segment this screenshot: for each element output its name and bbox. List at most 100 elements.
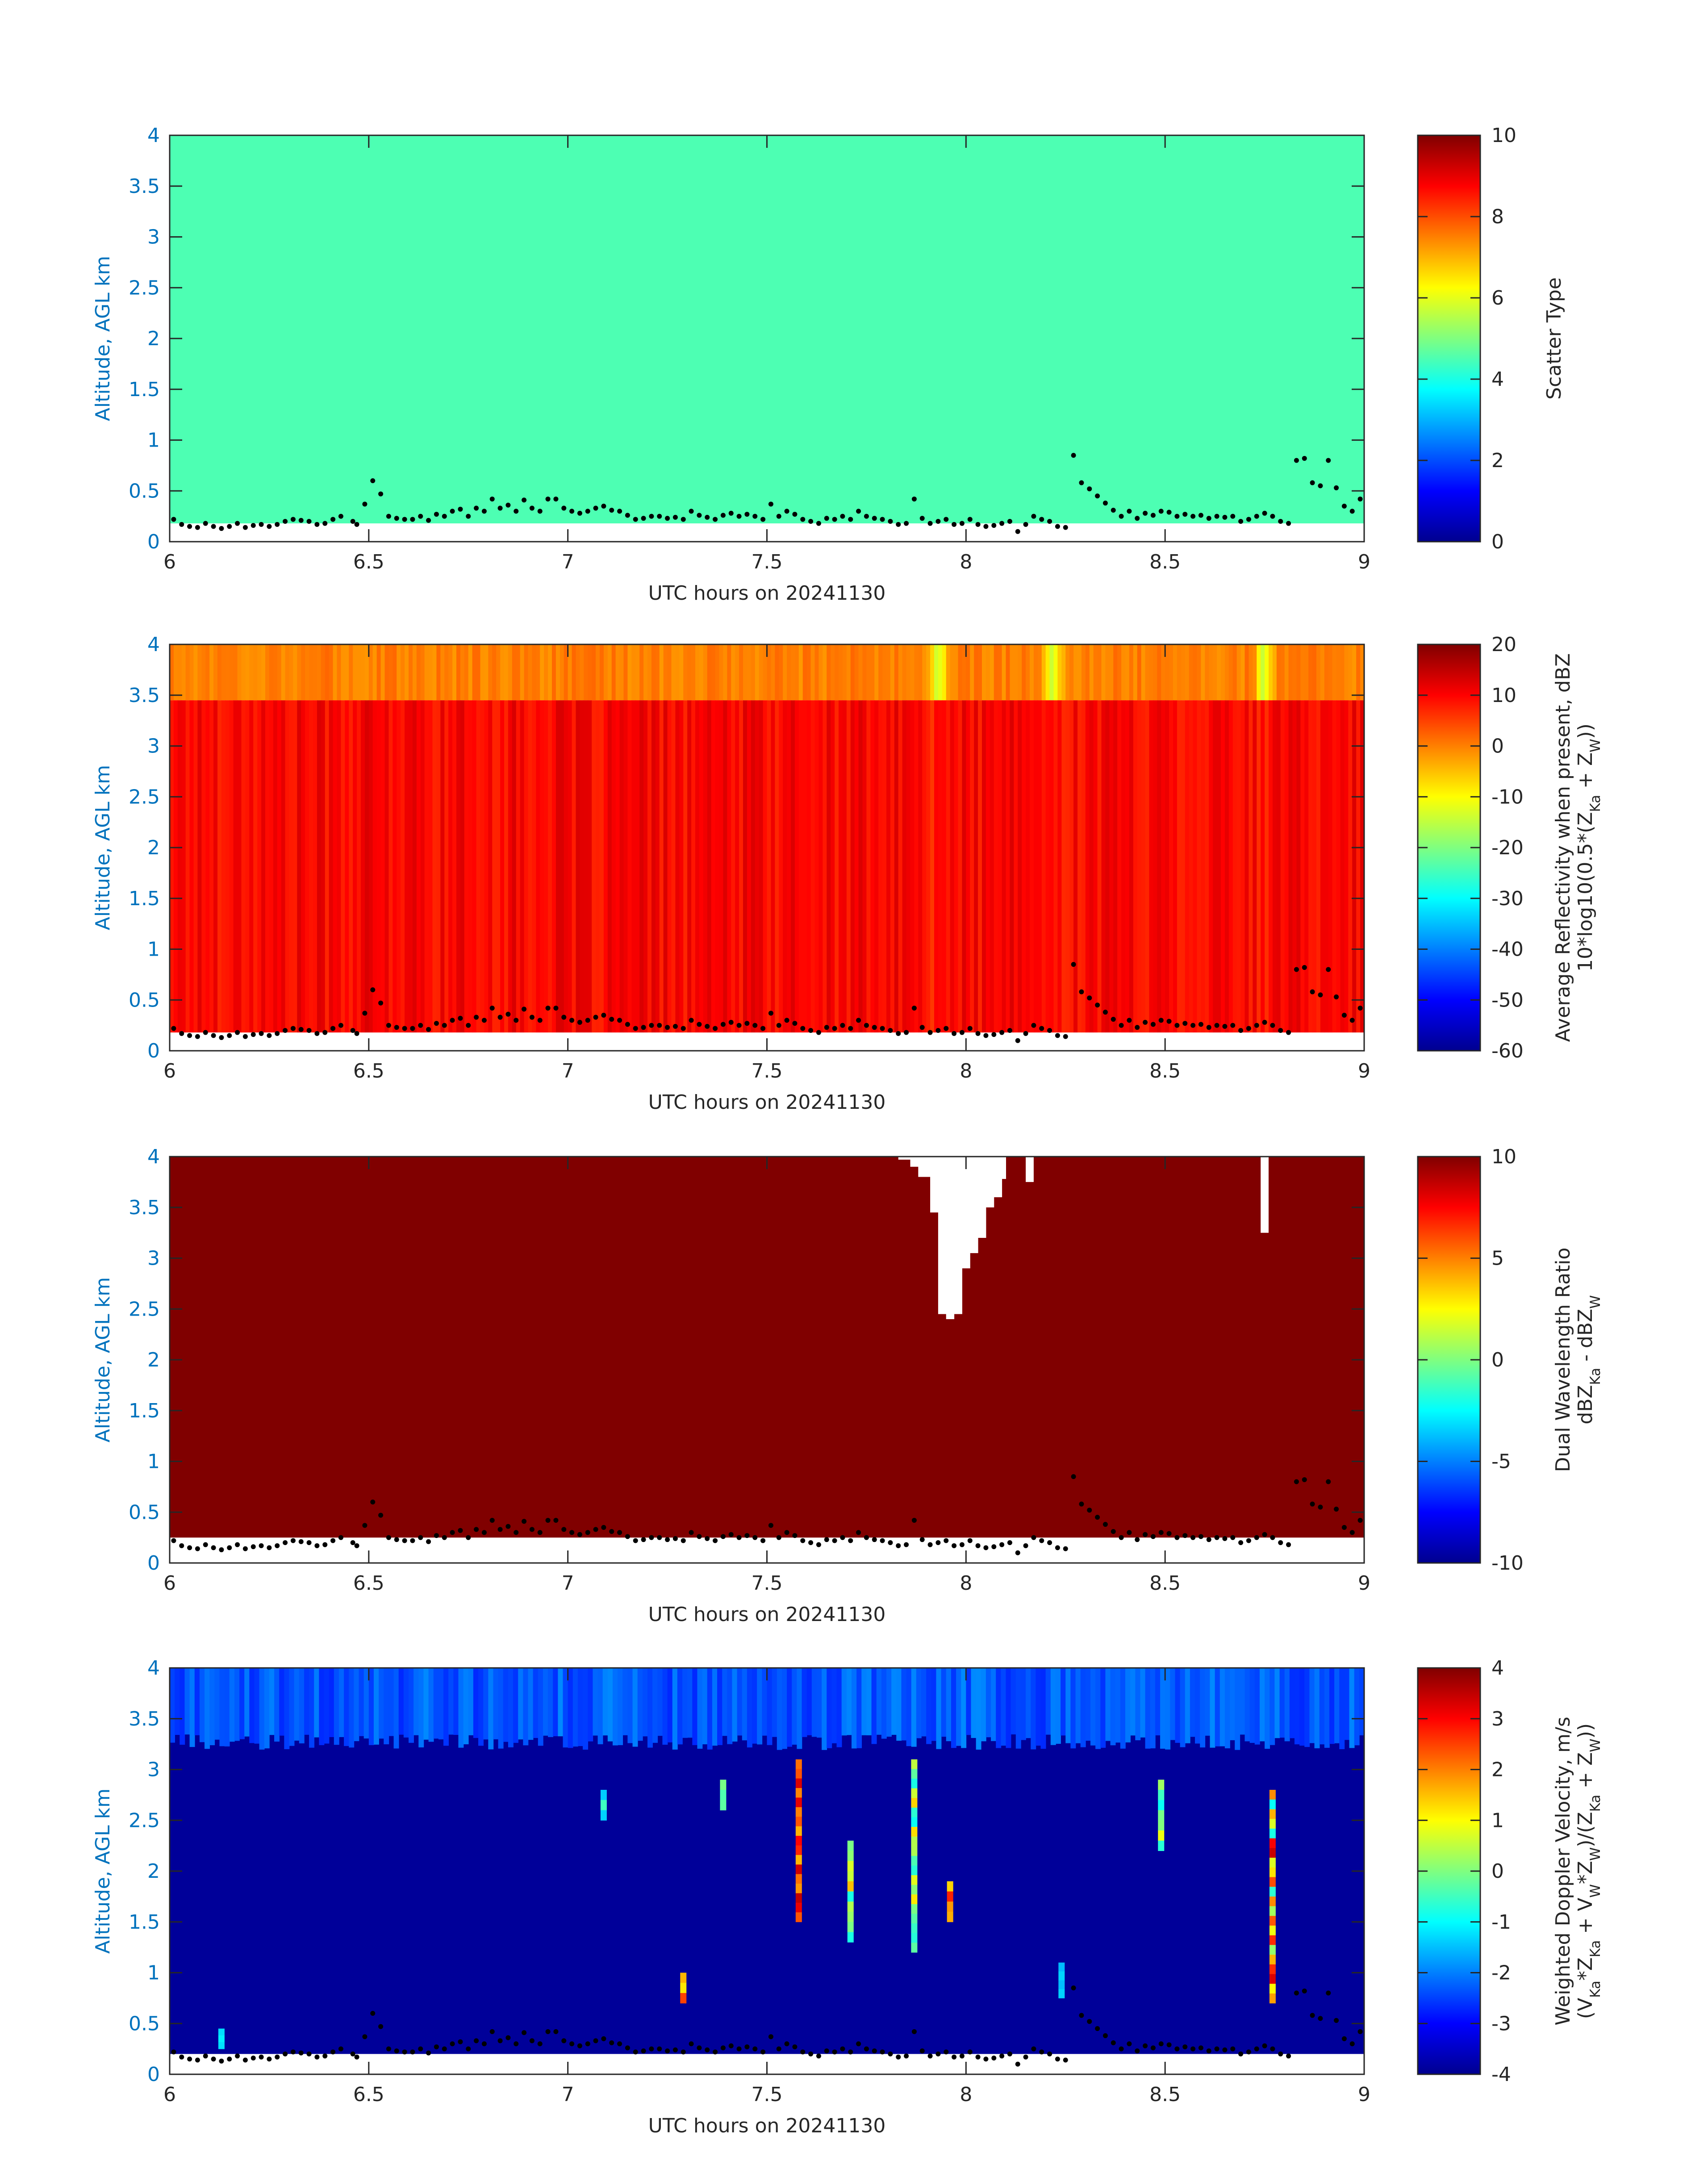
reflectivity-column-top bbox=[1292, 644, 1297, 701]
velocity-upper-column bbox=[1011, 1668, 1016, 1734]
cloud-base-marker bbox=[1214, 1023, 1219, 1028]
cloud-base-marker bbox=[776, 2046, 781, 2052]
reflectivity-column-top bbox=[540, 644, 544, 701]
cloud-base-marker bbox=[505, 2035, 511, 2040]
cloud-base-marker bbox=[242, 1034, 248, 1039]
cloud-base-marker bbox=[1150, 513, 1156, 518]
dwr-missing-cell bbox=[962, 1157, 970, 1269]
velocity-streak-cell bbox=[680, 1972, 687, 1983]
cloud-base-marker bbox=[713, 1026, 718, 1031]
velocity-streak-cell bbox=[795, 1912, 802, 1922]
cloud-base-marker bbox=[481, 2041, 487, 2047]
cloud-base-marker bbox=[1182, 2044, 1188, 2050]
reflectivity-column-top bbox=[1065, 644, 1070, 701]
velocity-upper-column bbox=[1075, 1668, 1081, 1743]
reflectivity-column-top bbox=[938, 644, 943, 701]
cloud-base-marker bbox=[362, 1523, 367, 1528]
reflectivity-column-top bbox=[679, 644, 684, 701]
cloud-base-marker bbox=[585, 2041, 590, 2047]
velocity-upper-column bbox=[1309, 1668, 1315, 1743]
cloud-base-marker bbox=[1150, 1022, 1156, 1027]
cloud-base-marker bbox=[1254, 514, 1259, 519]
reflectivity-column bbox=[1137, 700, 1142, 1033]
reflectivity-column bbox=[1324, 700, 1329, 1033]
reflectivity-column bbox=[1304, 700, 1309, 1033]
reflectivity-column-top bbox=[1061, 644, 1066, 701]
reflectivity-column bbox=[775, 700, 780, 1033]
x-axis-label: UTC hours on 20241130 bbox=[648, 1603, 886, 1626]
cloud-base-marker bbox=[1278, 519, 1283, 524]
reflectivity-column bbox=[934, 700, 939, 1033]
reflectivity-column-top bbox=[555, 644, 560, 701]
reflectivity-column-top bbox=[1093, 644, 1098, 701]
reflectivity-column-top bbox=[994, 644, 998, 701]
cloud-base-marker bbox=[856, 1018, 861, 1023]
colorbar-tick-label: -2 bbox=[1491, 1962, 1511, 1985]
cloud-base-marker bbox=[1127, 1018, 1132, 1023]
velocity-streak-cell bbox=[1058, 1971, 1065, 1981]
reflectivity-column bbox=[958, 700, 963, 1033]
reflectivity-column bbox=[691, 700, 696, 1033]
cloud-base-marker bbox=[569, 2041, 575, 2047]
reflectivity-column bbox=[225, 700, 230, 1033]
velocity-streak-cell bbox=[720, 1800, 727, 1810]
reflectivity-column bbox=[170, 700, 174, 1033]
reflectivity-column bbox=[1272, 700, 1277, 1033]
cloud-base-marker bbox=[944, 1026, 949, 1031]
x-tick-label: 6 bbox=[163, 1060, 176, 1082]
cloud-base-marker bbox=[975, 1543, 981, 1548]
dwr-missing-cell bbox=[930, 1157, 939, 1213]
velocity-upper-column bbox=[602, 1668, 608, 1736]
cloud-base-marker bbox=[187, 524, 192, 529]
cloud-base-marker bbox=[697, 2045, 702, 2051]
reflectivity-column-top bbox=[269, 644, 274, 701]
cloud-base-marker bbox=[1166, 2042, 1172, 2047]
cloud-base-marker bbox=[466, 2046, 471, 2052]
cloud-base-marker bbox=[450, 509, 455, 514]
velocity-upper-column bbox=[1240, 1668, 1245, 1735]
velocity-upper-column bbox=[836, 1668, 842, 1747]
velocity-streak-cell bbox=[847, 1840, 854, 1851]
subscript: W bbox=[1587, 1738, 1604, 1752]
reflectivity-column-top bbox=[918, 644, 923, 701]
cloud-base-marker bbox=[497, 2038, 503, 2043]
y-tick-label: 3.5 bbox=[129, 175, 160, 198]
reflectivity-column bbox=[970, 700, 974, 1033]
cloud-base-marker bbox=[219, 1547, 224, 1552]
reflectivity-column-top bbox=[401, 644, 405, 701]
cloud-base-marker bbox=[760, 1026, 766, 1031]
velocity-upper-column bbox=[752, 1668, 758, 1744]
colorbar-tick-label: 0 bbox=[1491, 735, 1504, 758]
velocity-upper-column bbox=[921, 1668, 927, 1737]
x-axis-label: UTC hours on 20241130 bbox=[648, 1091, 886, 1114]
cloud-base-marker bbox=[426, 2050, 431, 2056]
label-part: )) bbox=[1574, 1723, 1597, 1738]
cloud-base-marker bbox=[1206, 2048, 1211, 2054]
velocity-upper-column bbox=[543, 1668, 548, 1736]
reflectivity-column bbox=[1240, 700, 1245, 1033]
velocity-upper-column bbox=[1314, 1668, 1320, 1748]
cloud-base-marker bbox=[1198, 1534, 1203, 1539]
reflectivity-column-top bbox=[376, 644, 381, 701]
reflectivity-column bbox=[1105, 700, 1110, 1033]
velocity-upper-column bbox=[488, 1668, 494, 1750]
reflectivity-column-top bbox=[536, 644, 541, 701]
velocity-upper-column bbox=[1155, 1668, 1161, 1736]
reflectivity-column-top bbox=[345, 644, 350, 701]
y-tick-label: 2 bbox=[147, 1349, 160, 1371]
cloud-base-marker bbox=[1206, 1537, 1211, 1542]
reflectivity-column-top bbox=[265, 644, 270, 701]
cloud-base-marker bbox=[242, 2057, 248, 2063]
cloud-base-marker bbox=[896, 1543, 901, 1548]
reflectivity-column bbox=[305, 700, 309, 1033]
velocity-upper-column bbox=[1294, 1668, 1300, 1745]
velocity-upper-column bbox=[742, 1668, 748, 1741]
reflectivity-column-top bbox=[990, 644, 994, 701]
cloud-base-marker bbox=[672, 1024, 678, 1029]
cloud-base-marker bbox=[259, 1031, 264, 1036]
cloud-base-marker bbox=[689, 1530, 694, 1535]
cloud-base-marker bbox=[1166, 1531, 1172, 1536]
velocity-upper-column bbox=[199, 1668, 205, 1742]
cloud-base-marker bbox=[848, 1026, 853, 1031]
reflectivity-column bbox=[998, 700, 1002, 1033]
